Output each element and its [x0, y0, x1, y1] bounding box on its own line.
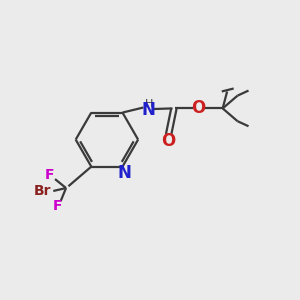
Text: F: F: [45, 168, 54, 182]
Text: N: N: [117, 164, 131, 182]
Text: O: O: [161, 132, 175, 150]
Text: N: N: [142, 101, 156, 119]
Text: O: O: [191, 99, 206, 117]
Text: H: H: [145, 99, 153, 109]
Text: F: F: [53, 200, 62, 214]
Text: Br: Br: [34, 184, 52, 198]
